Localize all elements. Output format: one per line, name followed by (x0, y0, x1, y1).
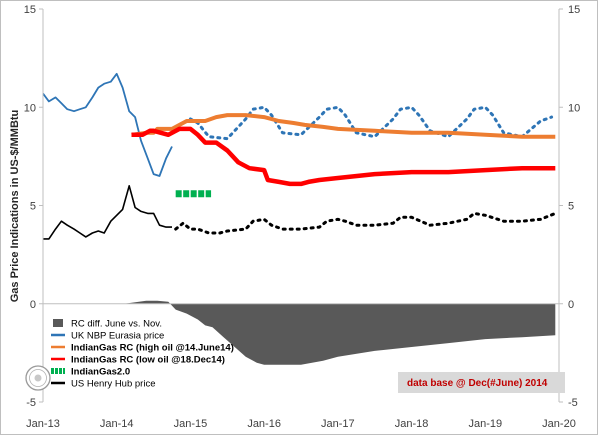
x-tick-label: Jan-19 (468, 418, 502, 430)
legend-label: RC diff. June vs. Nov. (71, 319, 162, 330)
x-tick-label: Jan-15 (174, 418, 208, 430)
legend-label: IndianGas2.0 (71, 367, 130, 378)
axes-layer: -5 0 5 10 15 -5 0 5 10 15 Jan-13 Jan-14 Jan-15 Jan-16… (24, 4, 581, 430)
y2-tick-label: 10 (568, 102, 580, 114)
plot-layer (42, 72, 557, 365)
y2-tick-label: 15 (568, 4, 580, 16)
x-tick-label: Jan-14 (100, 418, 134, 430)
legend-item: IndianGas2.0 (51, 367, 130, 378)
x-tick-label: Jan-20 (542, 418, 576, 430)
x-tick-label: Jan-13 (26, 418, 60, 430)
y2-tick-label: -5 (568, 397, 578, 409)
legend: RC diff. June vs. Nov.UK NBP Eurasia pri… (51, 319, 234, 390)
y-tick-label: -5 (26, 397, 36, 409)
legend-label: UK NBP Eurasia price (71, 331, 164, 342)
y-axis-title: Gas Price Indications in US-$/MMBtu (9, 110, 21, 303)
legend-item: RC diff. June vs. Nov. (53, 319, 162, 330)
legend-label: US Henry Hub price (71, 379, 155, 390)
legend-item: IndianGas RC (high oil @14.June14) (51, 343, 234, 354)
y-tick-label: 15 (24, 4, 36, 16)
legend-item: IndianGas RC (low oil @18.Dec14) (51, 355, 225, 366)
legend-item: US Henry Hub price (51, 379, 155, 390)
x-tick-label: Jan-18 (395, 418, 429, 430)
y2-tick-label: 5 (568, 201, 574, 213)
y-tick-label: 0 (30, 299, 36, 311)
legend-label: IndianGas RC (high oil @14.June14) (71, 343, 234, 354)
uk-nbp-eurasia-price-forward-line (188, 105, 554, 141)
indiangas-rc-low-oil-18-dec14-line (131, 126, 556, 187)
uk-nbp-eurasia-price-line (42, 72, 173, 177)
us-henry-hub-price-line (43, 185, 172, 240)
x-tick-label: Jan-17 (321, 418, 355, 430)
data-note-box: data base @ Dec(#June) 2014 (398, 372, 565, 393)
rc-diff-june-vs-nov-area (124, 300, 556, 365)
y2-tick-label: 0 (568, 299, 574, 311)
legend-swatch (53, 319, 63, 327)
legend-label: IndianGas RC (low oil @18.Dec14) (71, 355, 225, 366)
y-tick-label: 10 (24, 102, 36, 114)
x-tick-label: Jan-16 (247, 418, 281, 430)
indiangas-rc-high-oil-14-june14-line (131, 113, 556, 139)
us-henry-hub-price-forward-line (174, 211, 557, 235)
data-note: data base @ Dec(#June) 2014 (407, 378, 548, 389)
legend-item: UK NBP Eurasia price (51, 331, 164, 342)
seal-logo (25, 365, 51, 391)
y-tick-label: 5 (30, 201, 36, 213)
